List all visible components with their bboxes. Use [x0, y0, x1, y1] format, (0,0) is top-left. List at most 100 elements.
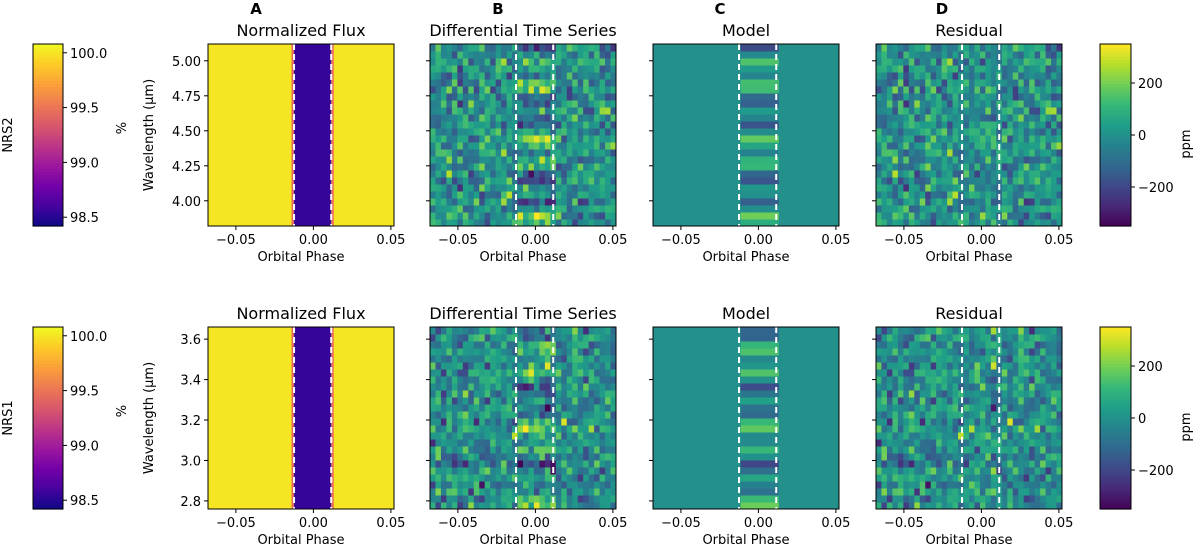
heatmap-cell	[876, 163, 882, 171]
heatmap-cell	[919, 100, 926, 108]
heatmap-cell	[892, 114, 899, 122]
heatmap-cell	[446, 149, 453, 157]
heatmap-cell	[473, 72, 480, 80]
heatmap-cell	[685, 198, 692, 206]
heatmap-cell	[762, 72, 769, 80]
heatmap-cell	[784, 369, 791, 377]
heatmap-cell	[539, 488, 546, 496]
heatmap-cell	[773, 453, 780, 461]
heatmap-cell	[468, 79, 475, 87]
heatmap-cell	[484, 51, 491, 59]
heatmap-cell	[897, 205, 904, 213]
heatmap-cell	[479, 51, 486, 59]
heatmap-cell	[528, 411, 535, 419]
heatmap-cell	[876, 156, 882, 164]
heatmap-cell	[555, 170, 562, 178]
heatmap-cell	[936, 149, 943, 157]
heatmap-cell	[941, 107, 948, 115]
heatmap-cell	[1045, 481, 1052, 489]
heatmap-cell	[446, 348, 453, 356]
heatmap-cell	[484, 348, 491, 356]
heatmap-cell	[594, 93, 601, 101]
heatmap-cell	[533, 121, 540, 129]
heatmap-cell	[566, 341, 573, 349]
colorbar-segment	[33, 502, 63, 507]
heatmap-cell	[430, 100, 436, 108]
heatmap-cell	[691, 355, 698, 363]
heatmap-cell	[702, 212, 709, 220]
heatmap-cell	[778, 348, 785, 356]
heatmap-cell	[680, 163, 687, 171]
heatmap-cell	[941, 51, 948, 59]
heatmap-cell	[539, 467, 546, 475]
heatmap-cell	[539, 376, 546, 384]
heatmap-cell	[762, 107, 769, 115]
heatmap-cell	[561, 177, 568, 185]
heatmap-cell	[778, 100, 785, 108]
heatmap-cell	[903, 93, 910, 101]
heatmap-cell	[506, 467, 513, 475]
heatmap-cell	[828, 376, 835, 384]
heatmap-cell	[974, 72, 981, 80]
heatmap-cell	[914, 114, 921, 122]
heatmap-cell	[817, 341, 824, 349]
heatmap-cell	[473, 177, 480, 185]
colorbar-segment	[1100, 59, 1131, 63]
heatmap-cell	[833, 149, 840, 157]
heatmap-cell	[817, 334, 824, 342]
heatmap-cell	[572, 149, 579, 157]
heatmap-cell	[495, 327, 502, 335]
heatmap-cell	[674, 418, 681, 426]
heatmap-cell	[658, 439, 665, 447]
heatmap-cell	[555, 135, 562, 143]
ingress-edge	[291, 44, 295, 226]
heatmap-cell	[451, 390, 458, 398]
heatmap-cell	[468, 100, 475, 108]
heatmap-cell	[1029, 149, 1036, 157]
heatmap-cell	[663, 376, 670, 384]
heatmap-cell	[610, 404, 617, 412]
heatmap-cell	[506, 474, 513, 482]
heatmap-cell	[528, 446, 535, 454]
heatmap-cell	[897, 86, 904, 94]
heatmap-cell	[1001, 198, 1008, 206]
heatmap-cell	[669, 390, 676, 398]
heatmap-cell	[767, 149, 774, 157]
heatmap-cell	[555, 348, 562, 356]
heatmap-cell	[740, 467, 747, 475]
heatmap-cell	[473, 327, 480, 335]
heatmap-cell	[594, 163, 601, 171]
heatmap-cell	[528, 65, 535, 73]
heatmap-cell	[680, 93, 687, 101]
heatmap-cell	[528, 219, 535, 227]
heatmap-cell	[468, 135, 475, 143]
heatmap-cell	[1051, 467, 1058, 475]
heatmap-cell	[756, 86, 763, 94]
heatmap-cell	[1040, 502, 1047, 510]
heatmap-cell	[501, 488, 508, 496]
heatmap-cell	[599, 51, 606, 59]
heatmap-cell	[985, 481, 992, 489]
heatmap-cell	[517, 219, 524, 227]
heatmap-cell	[430, 362, 436, 370]
colorbar-segment	[33, 408, 63, 413]
heatmap-cell	[588, 502, 595, 510]
heatmap-cell	[506, 163, 513, 171]
heatmap-cell	[495, 198, 502, 206]
heatmap-cell	[479, 404, 486, 412]
heatmap-cell	[550, 341, 557, 349]
heatmap-cell	[746, 135, 752, 143]
heatmap-cell	[588, 348, 595, 356]
heatmap-cell	[811, 334, 818, 342]
heatmap-cell	[685, 114, 692, 122]
x-tick-label: 0.05	[376, 233, 405, 248]
heatmap-cell	[822, 334, 829, 342]
heatmap-cell	[702, 44, 709, 52]
heatmap-cell	[789, 446, 796, 454]
heatmap-cell	[1007, 177, 1014, 185]
heatmap-cell	[517, 334, 524, 342]
heatmap-cell	[751, 439, 758, 447]
heatmap-cell	[462, 170, 469, 178]
heatmap-cell	[473, 44, 480, 52]
heatmap-cell	[985, 100, 992, 108]
